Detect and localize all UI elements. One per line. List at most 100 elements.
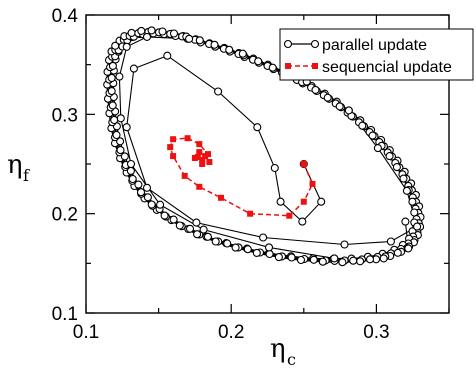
- parallel-update-point: [143, 193, 152, 202]
- parallel-update-point: [210, 40, 219, 49]
- legend-marker-sequencial: [285, 63, 291, 69]
- parallel-update-point: [379, 254, 388, 263]
- sequencial-update-point: [170, 136, 177, 143]
- sequencial-update-point: [181, 172, 188, 179]
- parallel-update-point: [349, 256, 358, 265]
- parallel-update-point: [136, 188, 146, 197]
- parallel-update-point: [311, 85, 320, 94]
- sequencial-update-point: [184, 135, 191, 142]
- sequencial-update-point: [196, 183, 203, 190]
- legend: parallel update sequencial update: [279, 28, 474, 81]
- x-axis-label-subscript: c: [287, 350, 296, 369]
- parallel-update-point: [107, 73, 116, 83]
- parallel-update-point: [137, 26, 146, 35]
- y-tick-label: 0.2: [52, 205, 78, 226]
- sequencial-update-point: [199, 161, 206, 167]
- parallel-update-point: [368, 131, 377, 140]
- parallel-update-point: [264, 243, 274, 252]
- parallel-update-point: [393, 248, 402, 257]
- legend-swatch-parallel-update: [283, 39, 320, 49]
- y-tick-label: 0.3: [52, 105, 78, 126]
- parallel-update-point: [156, 200, 165, 209]
- parallel-update-point: [317, 197, 326, 206]
- series-sequencial-update: [167, 135, 316, 219]
- parallel-update-point: [192, 218, 201, 227]
- sequencial-update-point: [247, 210, 254, 217]
- y-axis-label: η: [7, 150, 23, 180]
- parallel-update-point: [276, 197, 285, 206]
- parallel-update-point: [386, 237, 395, 246]
- parallel-update-point: [243, 245, 252, 254]
- sequencial-update-start-point: [300, 160, 308, 168]
- parallel-update-point: [160, 211, 169, 220]
- parallel-update-point: [231, 243, 240, 252]
- parallel-update-point: [399, 174, 408, 183]
- parallel-update-point: [142, 183, 152, 192]
- parallel-update-point: [128, 174, 137, 184]
- parallel-update-point: [401, 217, 410, 226]
- series-layer: [103, 26, 425, 267]
- parallel-update-point: [254, 57, 263, 66]
- x-tick-label: 0.3: [363, 322, 389, 343]
- legend-label-parallel-update: parallel update: [322, 37, 427, 54]
- parallel-update-point: [185, 34, 194, 43]
- x-axis-title: η c: [270, 334, 296, 369]
- parallel-update-point: [238, 49, 247, 58]
- y-tick-label: 0.1: [52, 304, 78, 325]
- parallel-update-point: [126, 159, 136, 169]
- y-axis-label-subscript: f: [23, 166, 30, 185]
- parallel-update-point: [223, 239, 232, 248]
- sequencial-update-point: [196, 149, 203, 156]
- parallel-update-point: [147, 200, 156, 209]
- parallel-update-point: [265, 249, 274, 259]
- y-tick-label: 0.4: [52, 6, 79, 27]
- parallel-update-point: [335, 102, 344, 111]
- parallel-update-point: [253, 123, 262, 132]
- parallel-update-point: [344, 106, 353, 115]
- legend-label-sequencial-update: sequencial update: [322, 59, 452, 76]
- parallel-update-point: [211, 237, 220, 246]
- parallel-update-point: [404, 244, 413, 253]
- parallel-update-point: [402, 186, 411, 195]
- parallel-update-point: [122, 42, 131, 51]
- parallel-update-point: [340, 240, 349, 249]
- parallel-update-point: [112, 130, 121, 140]
- parallel-update-point: [373, 144, 382, 153]
- parallel-update-point: [185, 224, 195, 233]
- parallel-update-point: [214, 87, 223, 96]
- parallel-update-point: [318, 257, 327, 266]
- legend-marker-parallel: [283, 39, 293, 49]
- sequencial-update-point: [286, 212, 293, 219]
- parallel-update-point: [116, 137, 125, 146]
- parallel-update-point: [108, 101, 117, 110]
- parallel-update-point: [338, 258, 347, 267]
- sequencial-update-point: [170, 153, 177, 160]
- tick-layer: 0.1 0.2 0.3 0.1 0.2 0.3 0.4: [52, 6, 450, 343]
- parallel-update-point: [358, 121, 367, 130]
- parallel-update-point: [175, 221, 184, 230]
- parallel-update-point: [330, 254, 339, 263]
- sequencial-update-point: [309, 180, 316, 187]
- parallel-update-point: [116, 114, 125, 123]
- parallel-update-point: [309, 255, 318, 264]
- parallel-update-point: [116, 146, 125, 155]
- parallel-update-point: [127, 28, 136, 37]
- parallel-update-point: [163, 51, 172, 60]
- parallel-update-point: [111, 41, 120, 50]
- parallel-update-point: [158, 27, 167, 36]
- parallel-update-point: [270, 163, 279, 173]
- parallel-update-point: [268, 63, 277, 72]
- sequencial-update-point: [194, 154, 201, 160]
- y-axis-title: η f: [7, 150, 30, 185]
- legend-swatch-sequencial-update: [285, 63, 318, 69]
- series-parallel-update: [103, 26, 425, 267]
- parallel-update-point: [259, 233, 268, 242]
- parallel-update-point: [203, 232, 212, 241]
- legend-box: [279, 28, 474, 81]
- parallel-update-point: [120, 152, 129, 161]
- legend-marker-parallel: [310, 39, 320, 49]
- legend-marker-sequencial: [312, 63, 318, 69]
- parallel-update-point: [225, 45, 234, 54]
- parallel-update-point: [134, 180, 143, 189]
